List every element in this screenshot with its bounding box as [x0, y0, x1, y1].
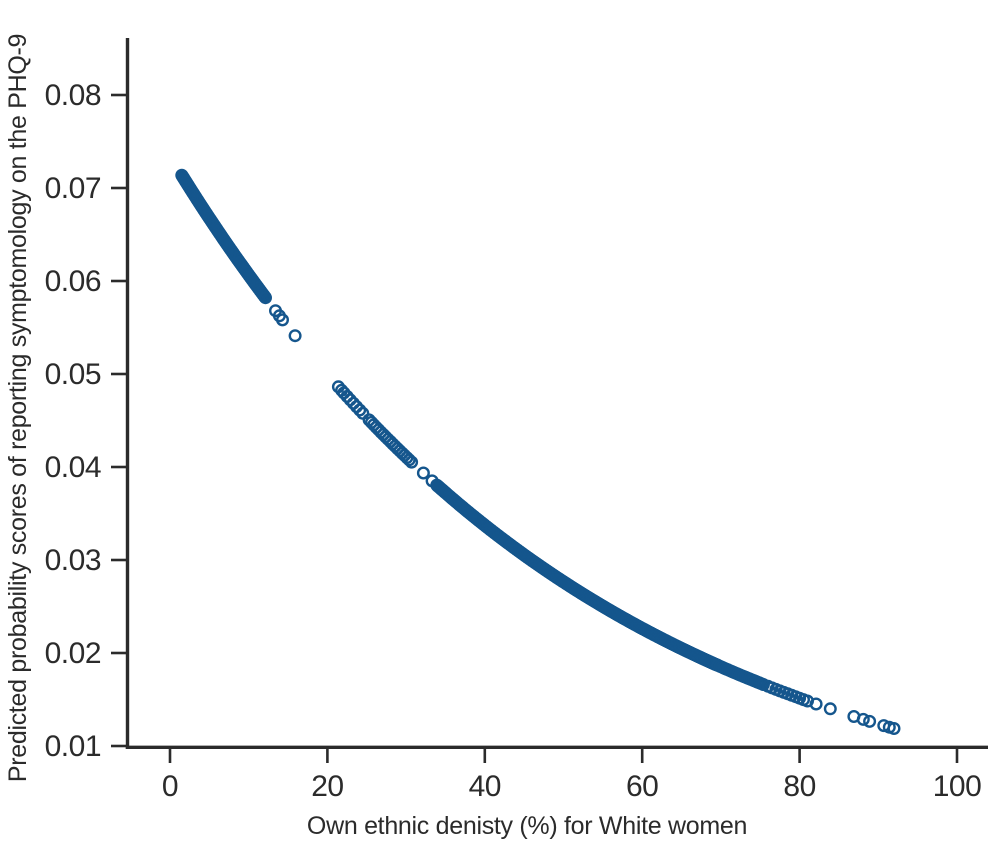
data-point-circle	[823, 702, 837, 716]
data-point-circle	[856, 712, 870, 726]
y-tick-label: 0.08	[45, 79, 101, 112]
data-point-circle	[416, 466, 430, 480]
y-tick-label: 0.05	[45, 358, 101, 391]
data-point-circle	[402, 453, 416, 467]
y-axis: 0.01 0.02 0.03 0.04 0.05 0.06 0.07 0.08	[45, 38, 130, 763]
data-point-circle	[276, 313, 290, 327]
y-tick-label: 0.01	[45, 730, 101, 763]
x-tick-label: 0	[162, 770, 178, 803]
x-axis: 0 20 40 60 80 100	[125, 745, 988, 803]
data-point-circle	[887, 722, 901, 736]
x-tick-label: 60	[626, 770, 658, 803]
data-point-circle	[259, 291, 273, 305]
y-axis-title: Predicted probability scores of reportin…	[4, 34, 32, 782]
data-point-circle	[405, 455, 419, 469]
y-tick-label: 0.06	[45, 265, 101, 298]
data-point-circle	[863, 714, 877, 728]
data-point-circle	[353, 403, 367, 417]
x-axis-title: Own ethnic denisty (%) for White women	[307, 812, 747, 840]
y-tick-label: 0.02	[45, 637, 101, 670]
y-tick-label-group: 0.01 0.02 0.03 0.04 0.05 0.06 0.07 0.08	[45, 79, 102, 763]
y-tick-label: 0.07	[45, 172, 101, 205]
data-point-circle	[809, 697, 823, 711]
x-tick-label: 80	[783, 770, 815, 803]
data-point-circle	[288, 329, 302, 343]
x-tick-label: 20	[311, 770, 343, 803]
x-tick-label: 40	[469, 770, 501, 803]
y-tick-label: 0.03	[45, 544, 101, 577]
x-tick-label-group: 0 20 40 60 80 100	[162, 770, 982, 803]
data-point-circle	[337, 386, 351, 400]
y-tick-label: 0.04	[45, 451, 101, 484]
y-tick-group	[111, 93, 126, 748]
x-tick-label: 100	[933, 770, 982, 803]
data-points	[175, 168, 901, 736]
x-tick-group	[168, 749, 959, 763]
